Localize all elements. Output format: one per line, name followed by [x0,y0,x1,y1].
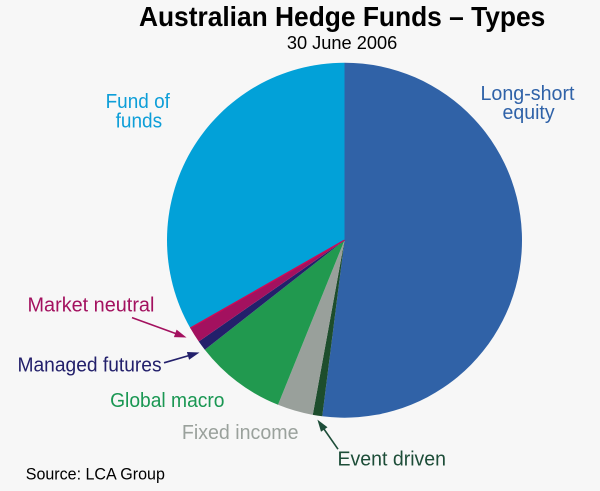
svg-text:Australian Hedge Funds – Types: Australian Hedge Funds – Types [139,1,545,32]
svg-text:Event driven: Event driven [338,449,447,471]
svg-text:funds: funds [116,111,163,133]
svg-text:Market neutral: Market neutral [28,295,155,317]
svg-text:Long-short: Long-short [481,83,575,105]
svg-text:Fund of: Fund of [106,91,171,113]
svg-text:Global macro: Global macro [110,390,224,412]
svg-text:Fixed income: Fixed income [182,422,299,444]
svg-text:Source: LCA Group: Source: LCA Group [26,465,165,483]
svg-text:Managed futures: Managed futures [18,355,162,377]
svg-text:equity: equity [503,102,555,124]
svg-text:30 June 2006: 30 June 2006 [287,33,397,53]
